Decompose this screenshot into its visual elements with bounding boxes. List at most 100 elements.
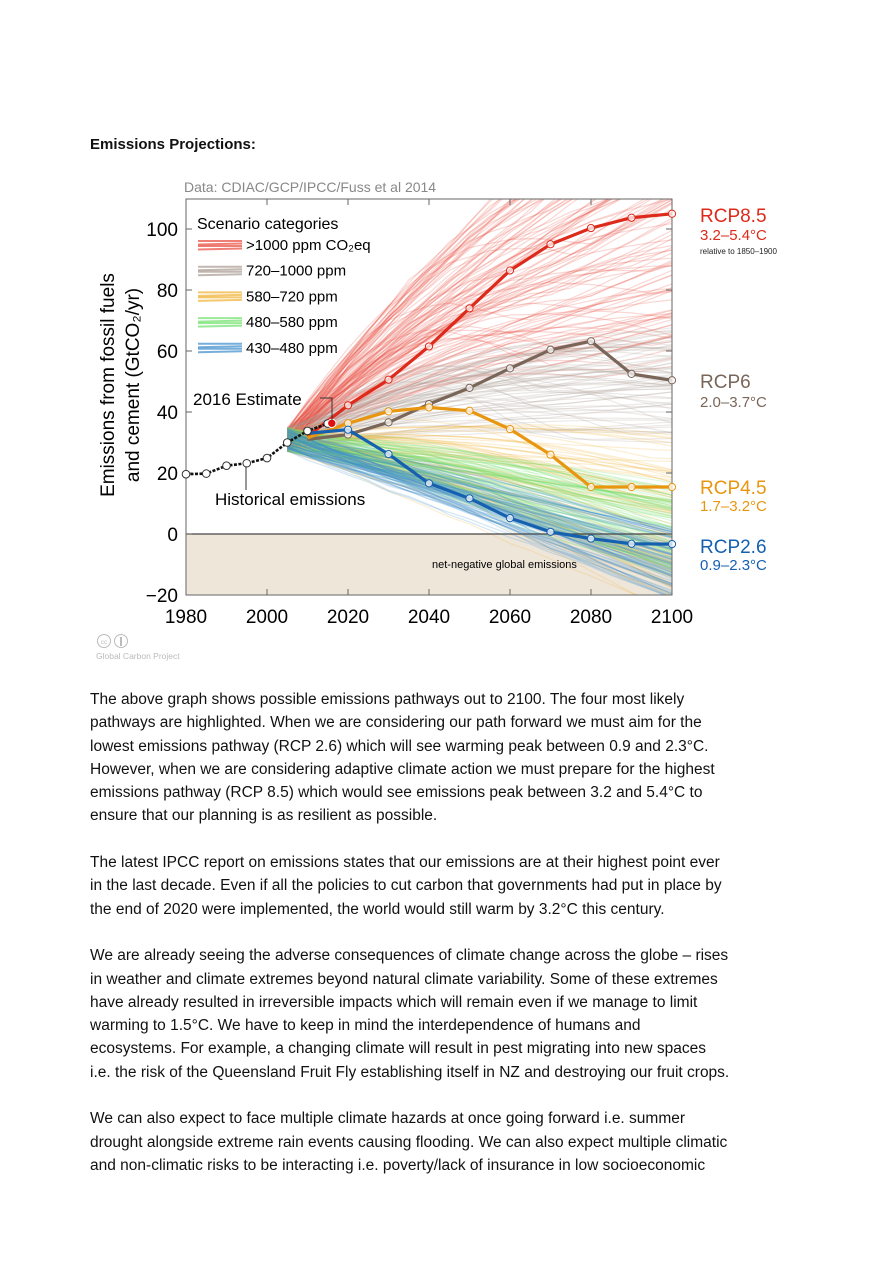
- estimate-2016-point: [327, 418, 337, 428]
- ensemble-line: [287, 436, 672, 550]
- ensemble-line: [287, 448, 672, 519]
- ensemble-line: [286, 199, 672, 437]
- ensemble-line: [287, 440, 672, 547]
- ensemble-line: [287, 428, 672, 537]
- ensemble-line: [287, 447, 672, 544]
- ensemble-line: [287, 450, 672, 505]
- ensemble-line: [286, 244, 672, 450]
- scenario-ensemble-lines: [286, 199, 672, 595]
- ensemble-line: [287, 444, 672, 491]
- by-attribution-icon: [114, 634, 128, 648]
- ensemble-line: [287, 446, 672, 472]
- ensemble-line: [286, 199, 501, 431]
- ensemble-line: [287, 443, 672, 591]
- ensemble-line: [287, 432, 672, 538]
- ensemble-line: [287, 446, 672, 585]
- ensemble-line: [286, 261, 672, 430]
- ensemble-line: [286, 201, 672, 431]
- legend-swatch: [197, 350, 243, 354]
- ensemble-line: [287, 368, 672, 435]
- ensemble-line: [286, 202, 672, 439]
- ensemble-line: [287, 427, 669, 595]
- ensemble-line: [287, 445, 672, 517]
- legend-swatch: [197, 345, 243, 349]
- ensemble-line: [286, 199, 571, 442]
- ensemble-line: [287, 431, 672, 530]
- paragraph: The above graph shows possible emissions…: [90, 688, 850, 828]
- data-point: [505, 514, 515, 523]
- y-tick-label: −20: [146, 586, 178, 607]
- ensemble-line: [287, 429, 672, 496]
- ensemble-line: [286, 199, 611, 442]
- net-negative-region: [186, 534, 672, 595]
- ensemble-line: [286, 199, 597, 430]
- data-point: [424, 479, 434, 488]
- series-range: 3.2–5.4°C: [700, 227, 767, 244]
- ensemble-line: [286, 336, 672, 447]
- ensemble-line: [287, 434, 672, 574]
- series-range: 0.9–2.3°C: [700, 557, 767, 574]
- ensemble-line: [287, 440, 672, 534]
- data-point: [546, 240, 555, 249]
- text-line: in the last decade. Even if all the poli…: [90, 877, 722, 895]
- ensemble-line: [287, 445, 672, 539]
- ensemble-line: [286, 199, 598, 439]
- ensemble-line: [286, 199, 546, 432]
- ensemble-line: [286, 199, 614, 432]
- ensemble-line: [287, 428, 672, 569]
- ensemble-line: [287, 429, 672, 496]
- ensemble-line: [286, 199, 514, 435]
- y-tick-label: 60: [157, 342, 178, 363]
- ensemble-line: [286, 199, 504, 440]
- ensemble-line: [287, 431, 672, 503]
- data-point: [424, 342, 434, 351]
- ensemble-line: [287, 445, 672, 586]
- ensemble-line: [287, 442, 672, 560]
- ensemble-line: [286, 199, 525, 433]
- legend-swatch: [197, 298, 243, 302]
- data-point: [505, 424, 515, 434]
- ensemble-line: [287, 450, 640, 595]
- y-axis-label: Emissions from fossil fuels: [98, 273, 119, 497]
- text-line: have already resulted in irreversible im…: [90, 993, 698, 1011]
- text-line: emissions pathway (RCP 8.5) which would …: [90, 784, 703, 802]
- ensemble-line: [287, 428, 672, 531]
- series-line-rcp8.5: [306, 212, 673, 438]
- ensemble-line: [286, 359, 672, 453]
- legend-title: Scenario categories: [197, 216, 338, 233]
- ensemble-line: [287, 437, 672, 589]
- ensemble-line: [286, 199, 539, 449]
- ensemble-line: [287, 430, 672, 509]
- ensemble-line: [287, 309, 672, 452]
- ensemble-line: [286, 265, 672, 443]
- body-text: The above graph shows possible emissions…: [90, 688, 850, 1201]
- data-point: [586, 534, 596, 543]
- estimate-2016-label: 2016 Estimate: [193, 390, 302, 409]
- ensemble-line: [286, 199, 579, 440]
- text-line: The latest IPCC report on emissions stat…: [90, 854, 720, 872]
- data-point: [627, 482, 636, 492]
- ensemble-line: [286, 199, 672, 446]
- ensemble-line: [287, 446, 672, 569]
- ensemble-line: [287, 447, 672, 572]
- text-line: We are already seeing the adverse conseq…: [90, 947, 729, 965]
- ensemble-line: [287, 448, 672, 539]
- ensemble-line: [286, 222, 672, 443]
- ensemble-line: [287, 382, 672, 436]
- ensemble-line: [287, 442, 672, 585]
- ensemble-line: [287, 434, 672, 519]
- ensemble-line: [286, 199, 613, 451]
- ensemble-line: [287, 436, 672, 568]
- ensemble-line: [286, 199, 545, 448]
- series-note: relative to 1850–1900: [700, 247, 778, 256]
- ensemble-line: [287, 283, 672, 446]
- ensemble-line: [287, 446, 672, 576]
- ensemble-line: [287, 411, 672, 452]
- ensemble-line: [286, 199, 526, 448]
- series-line-rcp6: [307, 339, 673, 441]
- ensemble-line: [287, 426, 672, 570]
- ensemble-line: [287, 390, 672, 430]
- ensemble-line: [287, 446, 672, 584]
- ensemble-line: [287, 447, 672, 548]
- ensemble-line: [287, 431, 669, 595]
